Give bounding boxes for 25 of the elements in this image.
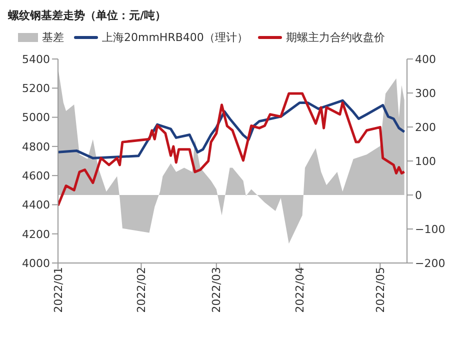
chart-title: 螺纹钢基差走势（单位：元/吨） <box>8 8 168 24</box>
y-tick-label: 5200 <box>22 82 50 96</box>
y2-tick-label: 200 <box>415 120 436 134</box>
y-tick-label: 4600 <box>22 169 50 182</box>
y2-tick-label: 0 <box>415 188 422 202</box>
legend-label: 上海20mmHRB400（理计） <box>102 30 248 45</box>
y-tick-label: 4400 <box>22 198 50 212</box>
x-tick-label: 2022/01 <box>52 267 65 313</box>
y-tick-label: 4000 <box>22 256 50 270</box>
y2-tick-label: 400 <box>415 52 436 66</box>
x-tick-label: 2022/05 <box>374 267 387 313</box>
y-tick-label: 4800 <box>22 140 50 154</box>
y2-tick-label: −200 <box>415 256 446 270</box>
x-tick-label: 2022/02 <box>135 267 148 313</box>
y2-tick-label: 300 <box>415 86 436 100</box>
x-tick-label: 2022/04 <box>293 267 306 313</box>
y-tick-label: 4200 <box>22 228 50 241</box>
legend-label: 基差 <box>42 30 64 45</box>
y2-tick-label: −100 <box>415 222 446 236</box>
y2-tick-label: 100 <box>415 154 436 168</box>
y-tick-label: 5400 <box>22 52 50 66</box>
legend-label: 期螺主力合约收盘价 <box>286 30 385 45</box>
line-series <box>58 92 406 207</box>
y-tick-label: 5000 <box>22 111 50 124</box>
x-tick-label: 2022/03 <box>210 267 224 313</box>
